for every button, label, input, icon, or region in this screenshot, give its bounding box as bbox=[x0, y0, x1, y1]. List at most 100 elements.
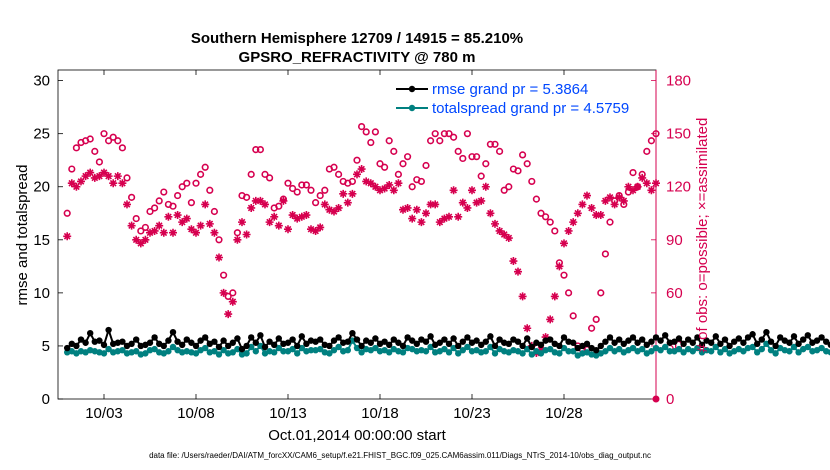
obs-possible-point bbox=[114, 137, 122, 145]
rmse-point bbox=[629, 334, 637, 341]
obs-assimilated-point bbox=[100, 168, 108, 177]
rmse-point bbox=[409, 337, 416, 344]
x-tick-label: 10/28 bbox=[545, 405, 583, 422]
obs-possible-point bbox=[500, 186, 508, 194]
totalspread-point bbox=[758, 345, 765, 353]
rmse-point bbox=[413, 340, 420, 348]
rmse-point bbox=[386, 341, 393, 349]
rmse-point bbox=[82, 339, 89, 346]
obs-assimilated-point bbox=[546, 315, 555, 324]
obs-assimilated-point bbox=[573, 209, 582, 218]
obs-possible-point bbox=[335, 170, 343, 178]
obs-assimilated-point bbox=[619, 196, 628, 205]
rmse-point bbox=[266, 338, 273, 345]
rmse-point bbox=[450, 335, 457, 342]
totalspread-point bbox=[689, 348, 696, 355]
y-axis-label: rmse and totalspread bbox=[14, 165, 31, 306]
obs-possible-point bbox=[353, 156, 361, 164]
totalspread-point bbox=[818, 344, 825, 352]
totalspread-point bbox=[445, 349, 453, 356]
obs-possible-point bbox=[68, 165, 76, 173]
rmse-point bbox=[524, 335, 531, 342]
obs-possible-point bbox=[187, 199, 195, 207]
obs-assimilated-point bbox=[422, 209, 430, 218]
totalspread-point bbox=[565, 348, 572, 355]
totalspread-point bbox=[616, 345, 623, 353]
obs-assimilated-point bbox=[164, 212, 173, 221]
obs-possible-point bbox=[128, 193, 136, 201]
rmse-point bbox=[169, 328, 177, 336]
totalspread-point bbox=[464, 343, 471, 351]
totalspread-point bbox=[694, 344, 701, 352]
obs-assimilated-point bbox=[408, 214, 417, 223]
obs-possible-point bbox=[86, 135, 94, 143]
obs-assimilated-point bbox=[514, 267, 522, 276]
obs-assimilated-point bbox=[417, 218, 426, 227]
obs-possible-point bbox=[123, 174, 131, 182]
obs-assimilated-point bbox=[449, 186, 458, 195]
obs-assimilated-point bbox=[610, 200, 619, 209]
obs-possible-point bbox=[399, 160, 407, 168]
totalspread-point bbox=[662, 343, 669, 351]
rmse-point bbox=[698, 341, 706, 349]
obs-possible-point bbox=[477, 172, 485, 180]
rmse-point bbox=[813, 337, 821, 344]
obs-assimilated-point bbox=[238, 218, 246, 227]
obs-assimilated-point bbox=[159, 228, 168, 237]
totalspread-point bbox=[234, 345, 241, 353]
rmse-point bbox=[505, 340, 512, 348]
obs-assimilated-point bbox=[468, 186, 476, 195]
totalspread-point bbox=[749, 343, 756, 351]
rmse-point bbox=[174, 338, 181, 345]
totalspread-point bbox=[307, 346, 315, 354]
rmse-point bbox=[491, 342, 499, 350]
obs-assimilated-point bbox=[633, 182, 642, 191]
rmse-point bbox=[197, 337, 204, 344]
rmse-point bbox=[441, 336, 448, 343]
rmse-point bbox=[395, 339, 402, 346]
rmse-point bbox=[128, 340, 135, 348]
rmse-point bbox=[487, 333, 494, 340]
obs-possible-point bbox=[261, 170, 269, 178]
obs-assimilated-point bbox=[523, 324, 532, 333]
obs-possible-point bbox=[118, 144, 126, 152]
obs-possible-point bbox=[592, 315, 600, 324]
obs-possible-point bbox=[316, 191, 324, 200]
obs-assimilated-point bbox=[63, 232, 72, 241]
obs-assimilated-point bbox=[233, 235, 242, 244]
obs-possible-point bbox=[422, 161, 430, 170]
rmse-point bbox=[202, 334, 209, 341]
obs-possible-point bbox=[459, 154, 467, 163]
obs-possible-point bbox=[486, 140, 495, 148]
obs-assimilated-point bbox=[518, 292, 527, 301]
rmse-point bbox=[717, 340, 724, 348]
obs-assimilated-point bbox=[132, 235, 141, 244]
obs-possible-point bbox=[266, 174, 274, 182]
rmse-point bbox=[689, 339, 696, 346]
obs-assimilated-point bbox=[596, 211, 605, 220]
rmse-point bbox=[749, 331, 756, 338]
obs-assimilated-point bbox=[86, 168, 95, 177]
obs-assimilated-point bbox=[642, 179, 651, 188]
obs-possible-point bbox=[298, 181, 306, 189]
obs-possible-point bbox=[569, 312, 577, 320]
obs-assimilated-point bbox=[412, 205, 421, 214]
rmse-point bbox=[744, 334, 752, 341]
obs-possible-point bbox=[408, 183, 416, 191]
obs-assimilated-point bbox=[435, 218, 444, 227]
totalspread-point bbox=[151, 345, 158, 353]
rmse-point bbox=[188, 339, 195, 346]
totalspread-point bbox=[790, 343, 798, 351]
obs-assimilated-point bbox=[477, 196, 486, 205]
rmse-point bbox=[680, 340, 687, 348]
x-tick-label: 10/18 bbox=[361, 405, 399, 422]
totalspread-point bbox=[142, 350, 149, 357]
obs-assimilated-point bbox=[357, 165, 366, 174]
rmse-point bbox=[777, 334, 784, 341]
obs-assimilated-point bbox=[564, 226, 573, 235]
totalspread-point bbox=[289, 345, 296, 353]
obs-assimilated-point bbox=[182, 214, 191, 223]
rmse-point bbox=[422, 338, 430, 345]
obs-possible-point bbox=[440, 130, 449, 138]
